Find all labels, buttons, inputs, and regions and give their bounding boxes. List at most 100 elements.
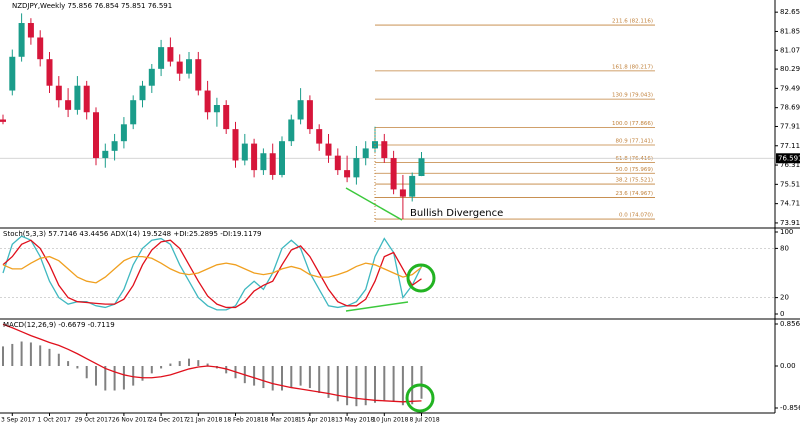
indicator-title: MACD(12,26,9) -0.6679 -0.7119 — [3, 321, 115, 329]
candle-body — [176, 61, 183, 74]
candle-body — [195, 59, 202, 91]
candle-body — [27, 23, 34, 38]
candle-body — [362, 148, 369, 159]
candle-body — [399, 189, 406, 197]
fib-label: 80.9 (77.141) — [615, 139, 653, 145]
annotation: Bullish Divergence — [410, 208, 503, 219]
x-tick-label: 3 Sep 2017 — [1, 417, 35, 424]
candle-body — [344, 170, 351, 178]
fib-label: 0.0 (74.070) — [619, 213, 653, 219]
fib-label: 211.6 (82.116) — [612, 19, 653, 25]
y-tick-label: 100 — [780, 228, 793, 236]
candle-body — [241, 143, 248, 161]
candle-body — [334, 155, 341, 171]
indicator-line — [2, 255, 422, 284]
candle-body — [325, 143, 332, 156]
candle-body — [139, 85, 146, 101]
x-tick-label: 8 Jul 2018 — [410, 417, 440, 424]
y-tick-label: 82.650 — [780, 8, 800, 16]
signal-line — [2, 323, 422, 403]
candle-body — [204, 90, 211, 113]
indicator-line — [2, 235, 423, 311]
x-tick-label: 26 Nov 2017 — [112, 417, 151, 424]
indicator-title: Stoch(5,3,3) 57.7146 43.4456 ADX(14) 19.… — [3, 230, 261, 238]
x-tick-label: 15 Apr 2018 — [298, 417, 335, 424]
y-tick-label: 81.070 — [780, 46, 800, 54]
x-tick-label: 1 Oct 2017 — [38, 417, 71, 424]
y-tick-label: 76.310 — [780, 161, 800, 169]
x-tick-label: 18 Mar 2018 — [261, 417, 299, 424]
y-tick-label: 77.910 — [780, 122, 800, 130]
candle-body — [353, 158, 360, 178]
divergence-line — [345, 301, 409, 312]
candle-body — [37, 37, 44, 60]
candle-body — [269, 153, 276, 175]
candle-body — [120, 124, 127, 142]
candle-body — [9, 56, 16, 91]
x-tick-label: 24 Dec 2017 — [149, 417, 188, 424]
candle-body — [93, 112, 99, 159]
candle-body — [111, 141, 118, 151]
x-tick-label: 21 Jan 2018 — [186, 417, 222, 424]
y-tick-label: 20 — [780, 294, 789, 302]
candle-body — [65, 100, 72, 110]
current-price-label: 76.591 — [778, 154, 800, 162]
y-tick-label: 79.490 — [780, 84, 800, 92]
y-tick-label: 73.910 — [780, 219, 800, 227]
candle-body — [316, 129, 323, 144]
y-tick-label: 78.690 — [780, 104, 800, 112]
candle-body — [46, 59, 53, 86]
candle-body — [186, 59, 192, 74]
candle-body — [102, 150, 109, 159]
x-tick-label: 29 Oct 2017 — [75, 417, 112, 424]
candle-body — [297, 100, 304, 120]
candle-body — [148, 68, 155, 86]
fib-label: 130.9 (79.043) — [612, 93, 653, 99]
candle-body — [288, 119, 295, 142]
indicator-line — [2, 239, 422, 309]
candle-body — [55, 85, 62, 101]
candle-body — [251, 143, 258, 171]
fib-label: 50.0 (75.969) — [615, 167, 653, 173]
candle-body — [0, 119, 6, 122]
candle-body — [372, 141, 378, 149]
highlight-circle — [405, 383, 435, 413]
fib-label: 38.2 (75.521) — [615, 178, 653, 184]
candle-body — [306, 100, 313, 130]
candle-body — [18, 23, 25, 57]
candle-body — [232, 129, 239, 161]
y-tick-label: 81.850 — [780, 27, 800, 35]
candle-body — [83, 85, 90, 113]
fib-label: 100.0 (77.866) — [612, 121, 653, 127]
fib-label: 161.8 (80.217) — [612, 64, 653, 70]
y-tick-label: 75.510 — [780, 180, 800, 188]
candle-body — [130, 100, 137, 125]
y-tick-label: -0.8566 — [780, 404, 800, 412]
candle-body — [418, 158, 425, 177]
x-tick-label: 10 Jun 2018 — [372, 417, 408, 424]
y-tick-label: 0.8566 — [780, 320, 800, 328]
x-tick-label: 18 Feb 2018 — [224, 417, 262, 424]
candle-body — [223, 105, 230, 130]
candle-body — [74, 85, 81, 110]
x-tick-label: 13 May 2018 — [335, 417, 374, 424]
y-tick-label: 0 — [780, 310, 784, 318]
fib-label: 61.8 (76.416) — [615, 156, 653, 162]
plot-layer: 82.650 81.850 81.070 80.290 79.490 78.690 77.9… — [0, 8, 800, 424]
candle-body — [279, 141, 285, 175]
candle-body — [381, 141, 388, 159]
divergence-line — [345, 187, 403, 221]
candle-body — [213, 105, 220, 113]
y-tick-label: 0.00 — [780, 362, 796, 370]
fib-label: 23.6 (74.967) — [615, 191, 653, 197]
candle-body — [260, 153, 267, 171]
y-tick-label: 77.110 — [780, 142, 800, 150]
y-tick-label: 74.710 — [780, 200, 800, 208]
price-tag — [776, 153, 800, 164]
candle-body — [167, 47, 174, 62]
candle-body — [409, 175, 416, 197]
y-tick-label: 80.290 — [780, 65, 800, 73]
candle-body — [390, 158, 397, 190]
